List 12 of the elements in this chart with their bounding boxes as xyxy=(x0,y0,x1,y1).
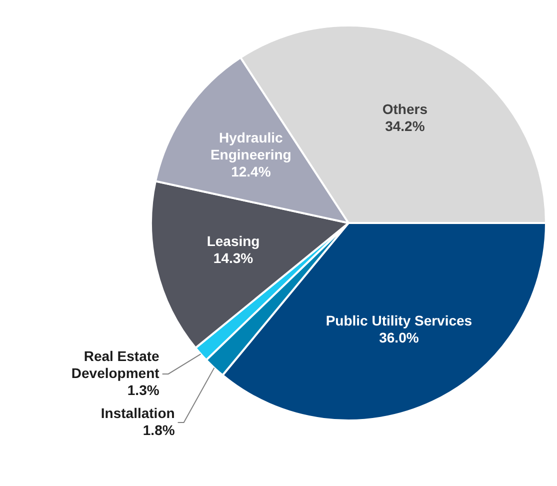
data-label: 1.3% xyxy=(127,382,160,398)
slice-label: Installation xyxy=(100,404,175,421)
slice-label: Real Estate Development xyxy=(71,348,160,381)
slice-label: Hydraulic Engineering xyxy=(210,130,292,163)
slice-label: Others xyxy=(382,101,428,118)
data-label: 1.8% xyxy=(142,422,176,438)
slice-label: Public Utility Services xyxy=(326,312,472,329)
data-label: 14.3% xyxy=(213,250,254,266)
data-label: 36.0% xyxy=(379,330,420,346)
data-label: 12.4% xyxy=(231,164,272,180)
slice-label: Leasing xyxy=(206,233,260,250)
data-label: 34.2% xyxy=(385,118,426,134)
